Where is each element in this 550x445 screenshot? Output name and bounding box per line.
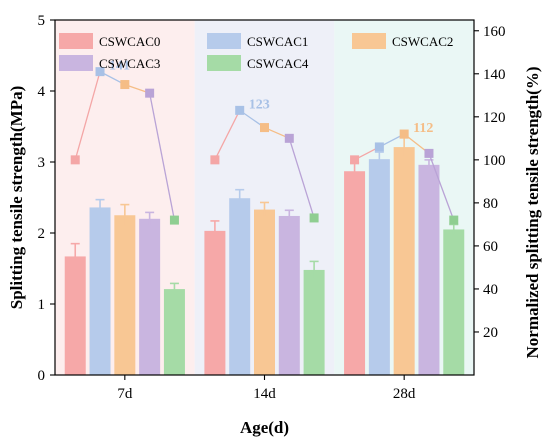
y-axis-title-right: Normalized splitting tensile strength(%) [523,67,542,359]
error-bar [169,282,179,295]
legend-swatch [207,33,241,49]
bar [139,218,161,375]
legend-label: CSWCAC0 [99,34,160,49]
legend-label: CSWCAC2 [392,34,453,49]
y-tick-label: 4 [38,84,46,100]
legend-item: CSWCAC2 [352,33,453,49]
y-tick-label: 0 [38,368,46,384]
error-bar [235,188,245,207]
normalized-point [260,123,269,133]
bars [64,147,465,375]
normalized-line-segment [148,93,176,221]
normalized-line-segment [428,153,455,221]
error-bar [309,260,319,279]
y2-tick-label: 60 [483,239,498,255]
normalized-point [95,67,105,77]
x-tick-label: 28d [393,386,416,402]
error-bar [210,220,220,241]
bar [254,209,275,375]
y-axis-title-left: Splitting tensile strength(MPa) [7,86,26,310]
normalized-point [374,142,384,152]
y2-tick-label: 140 [483,67,506,83]
legend-item: CSWCAC4 [207,55,309,71]
normalized-point [235,105,245,115]
normalized-point [399,129,409,139]
normalized-line-segment [214,110,241,161]
y-tick-label: 5 [38,13,46,29]
y-tick-label: 1 [38,297,46,313]
normalized-point [169,215,179,225]
y2-tick-label: 120 [483,110,506,126]
y2-tick-label: 20 [483,325,498,341]
bar [278,215,300,375]
bar [443,229,465,375]
normalized-lines [70,67,459,225]
bar [89,207,111,375]
y2-tick-label: 100 [483,153,506,169]
bar [418,164,440,375]
legend-item: CSWCAC1 [207,33,308,49]
y-tick-label: 2 [38,226,46,242]
legend-label: CSWCAC4 [247,56,309,71]
x-tick-label: 14d [253,386,276,402]
y-tick-label: 3 [38,155,46,171]
legend-item: CSWCAC3 [59,55,160,71]
normalized-line-segment [74,71,101,161]
error-bar [120,203,130,226]
legend-item: CSWCAC0 [59,33,160,49]
error-bar [260,201,269,217]
normalized-point [284,133,294,143]
normalized-point [145,88,155,98]
y2-tick-label: 80 [483,196,498,212]
annotation-label: 141 [109,59,130,74]
bar [229,198,251,375]
normalized-point [210,155,220,165]
bar [368,159,390,375]
normalized-point [70,155,80,165]
annotations: 141 123 112 [109,59,433,136]
legend-swatch [59,33,93,49]
group-backgrounds [55,20,474,375]
bar [114,215,136,375]
bar [204,230,226,375]
x-axis-title: Age(d) [240,418,289,437]
bar [344,171,366,375]
normalized-point [449,215,459,225]
bar [163,289,185,375]
y2-tick-label: 160 [483,24,506,40]
annotation-label: 112 [413,121,433,136]
legend-label: CSWCAC3 [99,56,160,71]
error-bars [70,137,459,295]
legend: CSWCAC0 CSWCAC1 CSWCAC2 CSWCAC3 CSWCAC4 [59,33,453,71]
normalized-point [120,80,130,90]
normalized-point [309,213,319,223]
normalized-point [350,155,360,165]
y2-tick-label: 40 [483,282,498,298]
error-bar [284,209,294,222]
error-bar [70,242,80,270]
legend-label: CSWCAC1 [247,34,308,49]
normalized-line-segment [288,138,315,219]
bar [393,147,415,375]
normalized-point [424,148,434,158]
error-bar [95,198,105,216]
annotation-label: 123 [249,97,270,112]
error-bar [145,211,155,226]
bar [303,269,325,375]
bar [64,256,86,375]
legend-swatch [207,55,241,71]
legend-swatch [59,55,93,71]
error-bar [374,151,384,167]
x-tick-label: 7d [117,386,133,402]
legend-swatch [352,33,386,49]
